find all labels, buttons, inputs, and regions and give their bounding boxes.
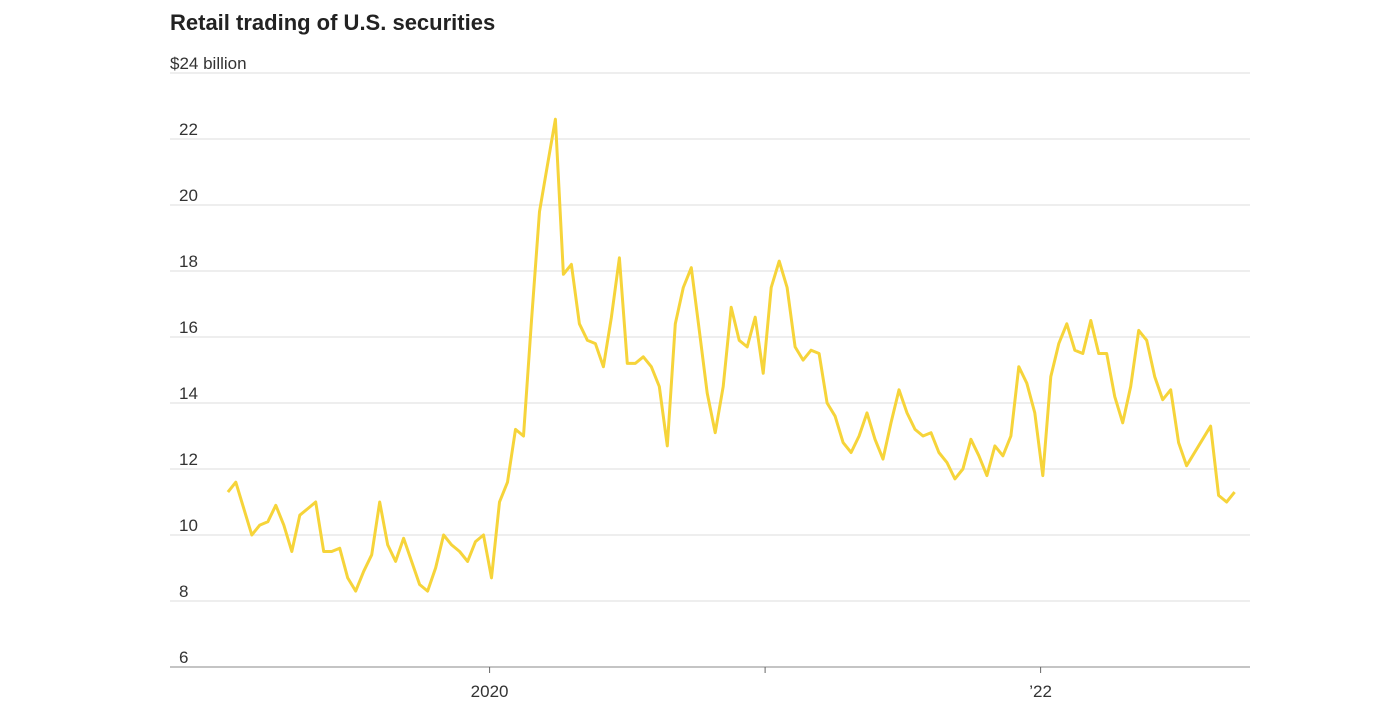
y-tick-label: 16: [179, 318, 198, 337]
y-tick-label: 20: [179, 186, 198, 205]
x-tick-label: ’22: [1029, 682, 1052, 701]
y-tick-label: $24 billion: [170, 54, 247, 73]
y-tick-label: 10: [179, 516, 198, 535]
y-tick-label: 22: [179, 120, 198, 139]
chart-title: Retail trading of U.S. securities: [170, 10, 495, 35]
y-tick-label: 14: [179, 384, 198, 403]
y-tick-label: 8: [179, 582, 188, 601]
y-tick-label: 18: [179, 252, 198, 271]
y-tick-label: 6: [179, 648, 188, 667]
data-line: [226, 117, 1236, 593]
x-tick-label: 2020: [471, 682, 509, 701]
y-tick-label: 12: [179, 450, 198, 469]
